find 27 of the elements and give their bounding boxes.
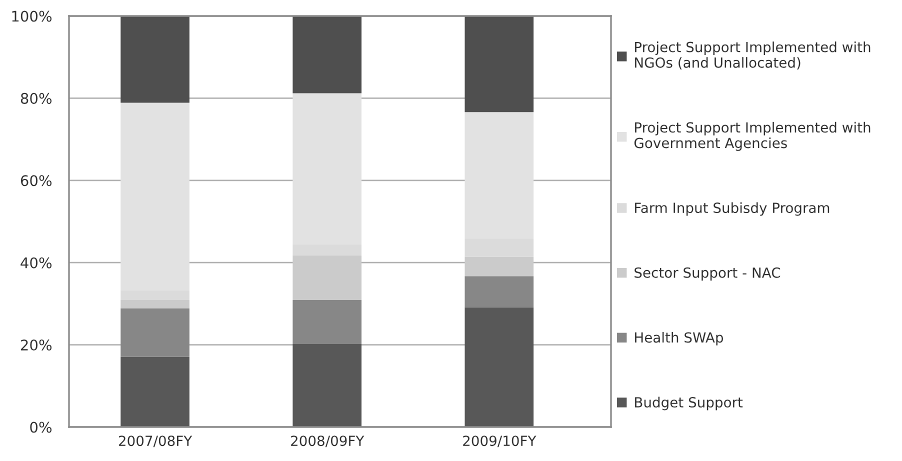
bar <box>120 300 190 308</box>
bar <box>292 300 362 344</box>
legend-label: Project Support Implemented with NGOs (and Unallocated) <box>635 42 870 70</box>
bar <box>464 307 534 427</box>
legend-label: Project Support Implemented with Government Agencies <box>634 122 870 151</box>
legend-label: Health SWAp <box>635 332 724 346</box>
bar <box>292 255 362 300</box>
y-tick-label: 60% <box>20 175 52 186</box>
x-tick-label: 2008/09FY <box>291 436 364 448</box>
legend-label: Sector Support - NAC <box>634 267 780 281</box>
y-tick-label: 100% <box>12 10 52 22</box>
bar <box>292 344 362 427</box>
y-tick-label: 0% <box>30 422 52 433</box>
bar <box>464 256 534 276</box>
bar <box>120 16 190 103</box>
y-tick-label: 80% <box>20 92 52 104</box>
x-tick-label: 2007/08FY <box>118 436 192 448</box>
bar <box>464 16 534 112</box>
legend-label: Budget Support <box>635 396 743 410</box>
legend-label: Farm Input Subisdy Program <box>635 202 830 216</box>
y-tick-label: 20% <box>20 340 52 351</box>
bar <box>120 356 190 427</box>
x-tick-label: 2009/10FY <box>463 436 536 448</box>
bar <box>464 276 534 308</box>
bar <box>292 16 362 94</box>
bar <box>120 308 190 357</box>
y-tick-label: 40% <box>20 257 52 268</box>
